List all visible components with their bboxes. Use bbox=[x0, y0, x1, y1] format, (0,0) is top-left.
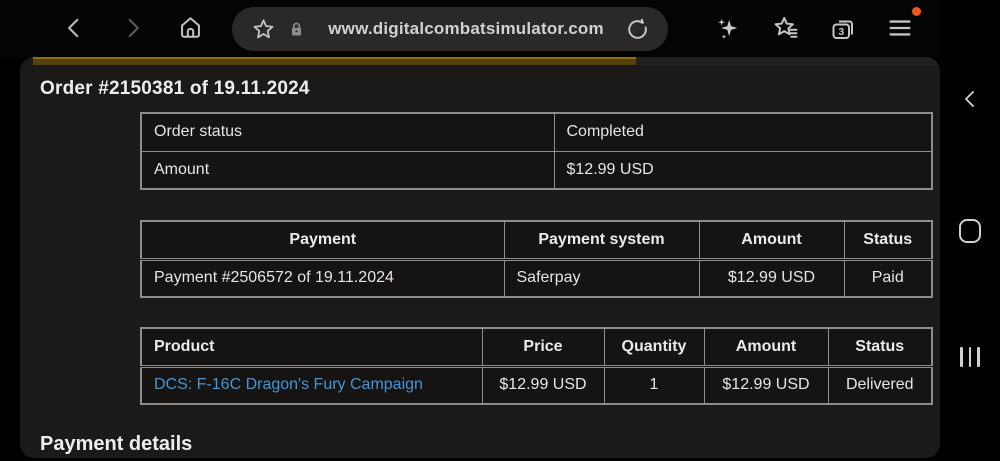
payment-amount: $12.99 USD bbox=[698, 258, 845, 298]
chevron-right-icon bbox=[120, 15, 146, 44]
order-amount-label: Amount bbox=[140, 150, 555, 190]
reload-icon[interactable] bbox=[620, 12, 654, 46]
table-header-row: Payment Payment system Amount Status bbox=[140, 220, 933, 261]
web-page-viewport: Order #2150381 of 19.11.2024 Order statu… bbox=[20, 57, 940, 458]
col-amount: Amount bbox=[698, 220, 845, 261]
product-link[interactable]: DCS: F-16C Dragon's Fury Campaign bbox=[154, 376, 423, 394]
col-status: Status bbox=[843, 220, 933, 261]
nav-recents-button[interactable] bbox=[940, 327, 1000, 387]
bookmark-star-icon[interactable] bbox=[246, 12, 280, 46]
payment-details-heading: Payment details bbox=[40, 433, 193, 455]
chevron-left-icon bbox=[61, 15, 87, 44]
site-header-gold-bar bbox=[33, 57, 636, 65]
address-bar[interactable]: www.digitalcombatsimulator.com bbox=[232, 7, 668, 51]
order-title: Order #2150381 of 19.11.2024 bbox=[40, 78, 310, 99]
table-row: Order status Completed bbox=[140, 112, 933, 152]
assistant-button[interactable] bbox=[710, 11, 746, 47]
product-status: Delivered bbox=[827, 365, 933, 405]
recents-bars-icon bbox=[960, 347, 980, 367]
payment-status: Paid bbox=[843, 258, 933, 298]
back-button[interactable] bbox=[56, 11, 92, 47]
notification-dot-icon bbox=[912, 7, 921, 16]
col-price: Price bbox=[481, 327, 605, 368]
menu-button[interactable] bbox=[882, 11, 918, 47]
col-payment: Payment bbox=[140, 220, 505, 261]
payment-system: Saferpay bbox=[503, 258, 700, 298]
payment-table: Payment Payment system Amount Status Pay… bbox=[140, 220, 933, 298]
table-row: DCS: F-16C Dragon's Fury Campaign $12.99… bbox=[140, 365, 933, 405]
url-text: www.digitalcombatsimulator.com bbox=[328, 19, 604, 38]
hamburger-icon bbox=[886, 14, 914, 45]
col-quantity: Quantity bbox=[603, 327, 705, 368]
home-button[interactable] bbox=[172, 11, 208, 47]
payment-id: Payment #2506572 of 19.11.2024 bbox=[140, 258, 505, 298]
product-amount: $12.99 USD bbox=[703, 365, 829, 405]
home-squircle-icon bbox=[959, 219, 981, 243]
col-payment-system: Payment system bbox=[503, 220, 700, 261]
nav-home-button[interactable] bbox=[940, 201, 1000, 261]
order-amount-value: $12.99 USD bbox=[553, 150, 933, 190]
home-icon bbox=[177, 14, 204, 44]
star-list-icon bbox=[772, 14, 800, 45]
nav-back-button[interactable] bbox=[940, 70, 1000, 130]
tabs-button[interactable]: 3 bbox=[825, 11, 861, 47]
lock-icon[interactable] bbox=[280, 13, 312, 45]
product-table: Product Price Quantity Amount Status DCS… bbox=[140, 327, 933, 405]
order-summary-table: Order status Completed Amount $12.99 USD bbox=[140, 112, 933, 190]
forward-button[interactable] bbox=[115, 11, 151, 47]
col-product: Product bbox=[140, 327, 483, 368]
site-header-strip bbox=[636, 57, 940, 65]
saved-pages-button[interactable] bbox=[768, 11, 804, 47]
browser-toolbar: www.digitalcombatsimulator.com bbox=[0, 0, 1000, 57]
table-header-row: Product Price Quantity Amount Status bbox=[140, 327, 933, 368]
product-price: $12.99 USD bbox=[481, 365, 605, 405]
col-amount: Amount bbox=[703, 327, 829, 368]
product-quantity: 1 bbox=[603, 365, 705, 405]
tab-count: 3 bbox=[838, 25, 845, 38]
chevron-left-icon bbox=[958, 87, 982, 114]
order-status-value: Completed bbox=[553, 112, 933, 152]
table-row: Amount $12.99 USD bbox=[140, 150, 933, 190]
system-nav-bar bbox=[940, 0, 1000, 461]
sparkles-icon bbox=[714, 14, 742, 45]
tabs-icon: 3 bbox=[829, 15, 857, 43]
col-status: Status bbox=[827, 327, 933, 368]
table-row: Payment #2506572 of 19.11.2024 Saferpay … bbox=[140, 258, 933, 298]
order-status-label: Order status bbox=[140, 112, 555, 152]
